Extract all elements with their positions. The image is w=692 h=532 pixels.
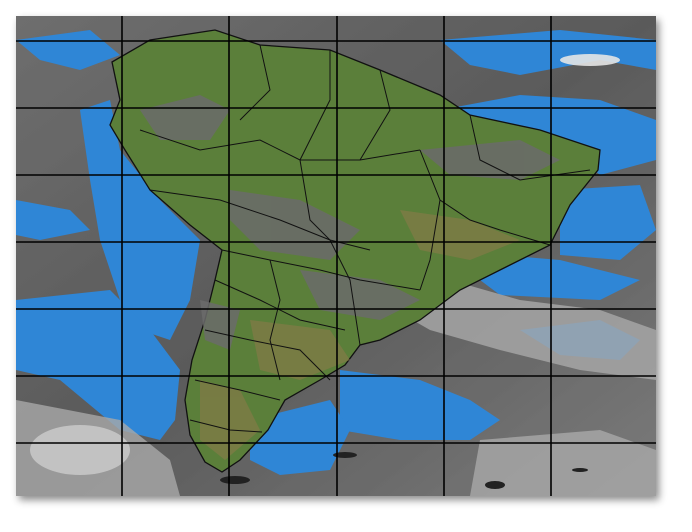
imagery [16,16,656,496]
terrain [200,210,520,460]
borders [139,44,591,433]
graticule [16,16,656,496]
islands [220,452,588,489]
